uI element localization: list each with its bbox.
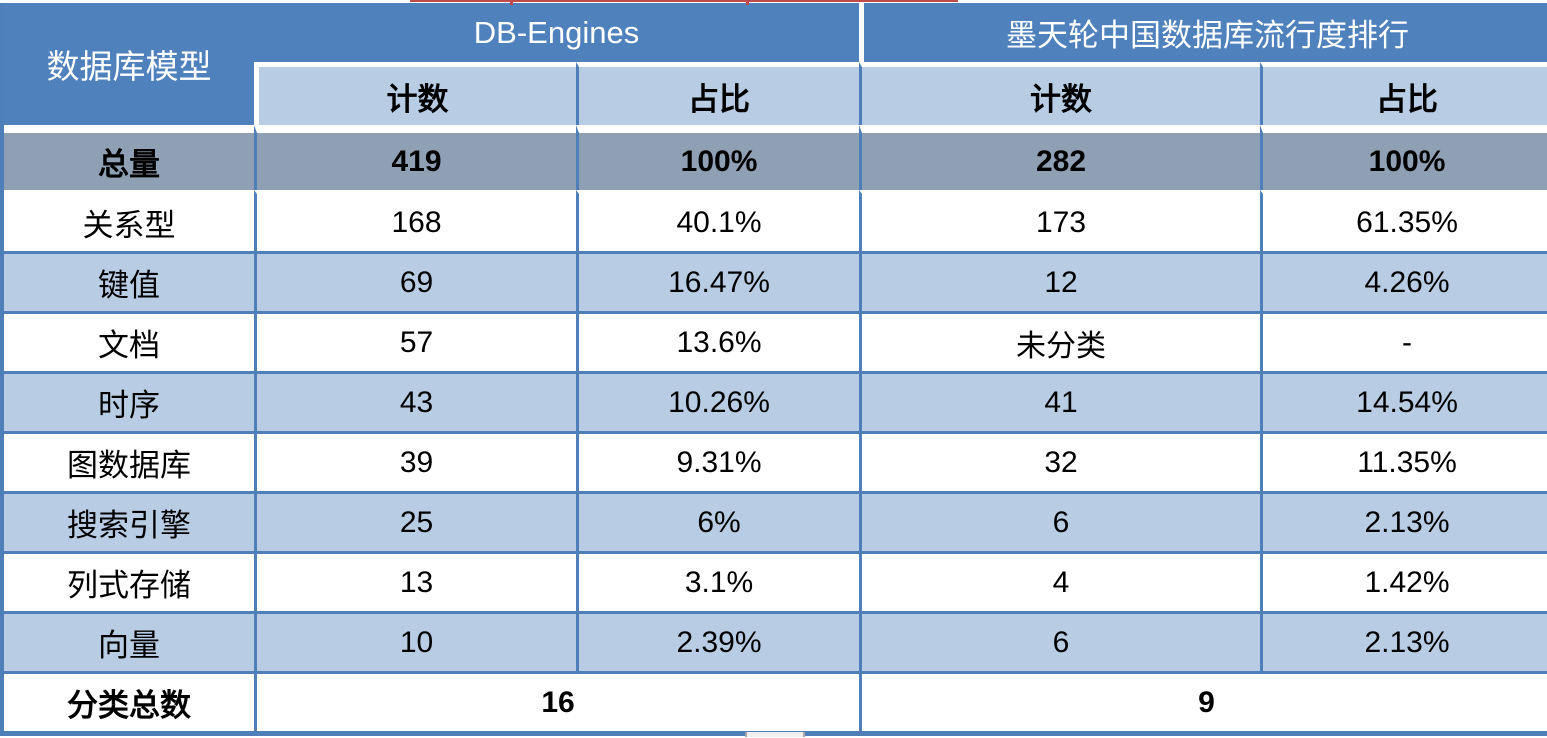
cell-value: 61.35% [1260,190,1547,251]
cell-value: 419 [254,125,576,190]
cell-value: 39 [254,431,576,491]
squiggle-tick [746,0,749,5]
cell-value: 16.47% [576,251,860,311]
cell-value: 13.6% [576,311,860,371]
group-header-row: 数据库模型 DB-Engines 墨天轮中国数据库流行度排行 [4,3,1547,125]
row-label: 文档 [4,311,254,371]
squiggle-tick [510,0,513,5]
table-row: 键值 69 16.47% 12 4.26% [4,251,1547,311]
cell-value: 2.13% [1260,611,1547,671]
cell-value: 11.35% [1260,431,1547,491]
cell-value: 12 [859,251,1261,311]
cell-value: 40.1% [576,190,860,251]
table-row: 图数据库 39 9.31% 32 11.35% [4,431,1547,491]
table-row: 列式存储 13 3.1% 4 1.42% [4,551,1547,611]
cell-value: 282 [859,125,1261,190]
cell-value: 32 [859,431,1261,491]
cell-value: 6% [576,491,860,551]
database-model-comparison-table: 数据库模型 DB-Engines 墨天轮中国数据库流行度排行 计数 占比 计数 … [0,3,1547,736]
row-label: 向量 [4,611,254,671]
table-row: 关系型 168 40.1% 173 61.35% [4,190,1547,251]
cell-value: 69 [254,251,576,311]
row-label: 键值 [4,251,254,311]
cell-value: 57 [254,311,576,371]
cell-value: 100% [576,125,860,190]
cell-value: 43 [254,371,576,431]
cell-value: 6 [859,611,1261,671]
cell-value: 10 [254,611,576,671]
row-label: 总量 [4,125,254,190]
cell-value: 9.31% [576,431,860,491]
row-label: 关系型 [4,190,254,251]
table-row: 向量 10 2.39% 6 2.13% [4,611,1547,671]
cell-value: 2.13% [1260,491,1547,551]
row-label: 分类总数 [4,671,254,731]
cell-value: 3.1% [576,551,860,611]
row-label: 搜索引擎 [4,491,254,551]
cell-value-merged: 9 [859,671,1547,731]
cell-value: 10.26% [576,371,860,431]
cell-value-merged: 16 [254,671,860,731]
row-label: 时序 [4,371,254,431]
cell-value: 13 [254,551,576,611]
sub-header-share-modb: 占比 [1260,62,1547,125]
cell-value: 4.26% [1260,251,1547,311]
table-row: 搜索引擎 25 6% 6 2.13% [4,491,1547,551]
sub-header-count-modb: 计数 [859,62,1261,125]
sub-header-row: 计数 占比 计数 占比 [4,62,1547,125]
cell-value: 未分类 [859,311,1261,371]
table-row: 文档 57 13.6% 未分类 - [4,311,1547,371]
summary-row: 分类总数 16 9 [4,671,1547,731]
cell-value: 25 [254,491,576,551]
cell-value: 100% [1260,125,1547,190]
table-row: 时序 43 10.26% 41 14.54% [4,371,1547,431]
cell-value: 168 [254,190,576,251]
spellcheck-squiggle-artifact [410,0,958,5]
cell-value: 6 [859,491,1261,551]
cell-value: 173 [859,190,1261,251]
cell-value: 1.42% [1260,551,1547,611]
sub-header-share-dbengines: 占比 [576,62,860,125]
group-header-modb-ranking: 墨天轮中国数据库流行度排行 [859,3,1547,62]
row-label: 列式存储 [4,551,254,611]
row-label: 图数据库 [4,431,254,491]
total-row: 总量 419 100% 282 100% [4,125,1547,190]
cell-value: 4 [859,551,1261,611]
cell-value: 41 [859,371,1261,431]
cell-value: 2.39% [576,611,860,671]
corner-header-database-model: 数据库模型 [4,3,254,125]
sub-header-count-dbengines: 计数 [254,62,576,125]
group-header-db-engines: DB-Engines [254,3,860,62]
cell-value: 14.54% [1260,371,1547,431]
scrollbar-artifact[interactable] [745,732,805,737]
cell-value: - [1260,311,1547,371]
